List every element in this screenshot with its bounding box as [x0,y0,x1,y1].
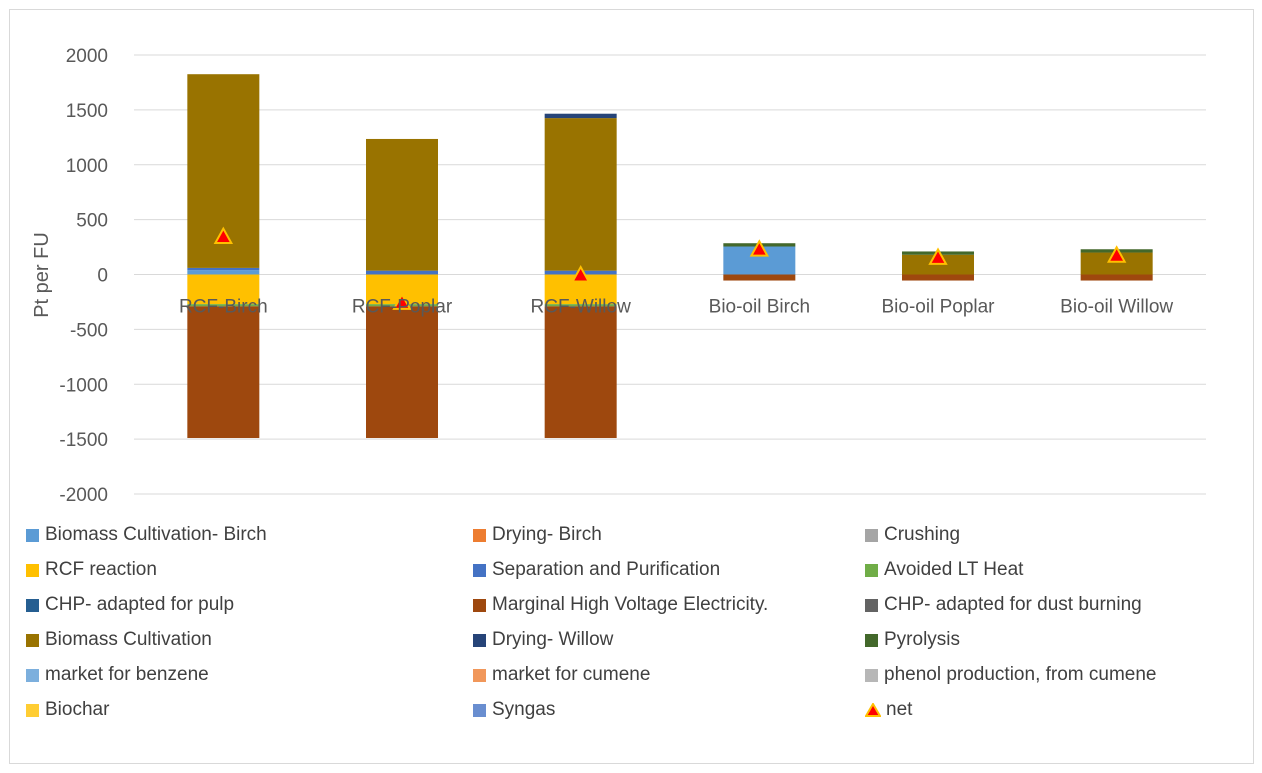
y-tick-label: 1000 [66,156,108,177]
legend-label: RCF reaction [45,559,157,580]
legend-item: Marginal High Voltage Electricity. [473,594,768,616]
legend-label: Biomass Cultivation- Birch [45,524,267,545]
legend-swatch [865,528,878,542]
net-marker [213,226,234,245]
legend-item: RCF reaction [26,559,157,581]
legend-label: Marginal High Voltage Electricity. [492,594,769,615]
y-axis-title: Pt per FU [31,232,53,318]
legend-item: Biochar [26,699,109,721]
legend-label: Biomass Cultivation [45,629,212,650]
y-tick-label: -2000 [59,485,108,506]
bar-segment [366,270,438,275]
legend-swatch [473,563,486,577]
legend-label: Pyrolysis [884,629,961,650]
x-tick-label: RCF-Willow [531,297,632,318]
y-tick-label: -1000 [59,375,108,396]
bar-segment [366,306,438,439]
legend-item: net [865,699,912,721]
bar-segment [544,113,617,119]
legend-net-marker-icon [865,703,881,717]
bar-segment [1080,274,1153,281]
legend-item: market for benzene [26,664,209,686]
bar-segment [187,267,260,271]
legend-item: Drying- Birch [473,524,602,546]
legend-item: Avoided LT Heat [865,559,1023,581]
legend-label: Drying- Birch [492,524,602,545]
legend-swatch [473,703,486,717]
legend-item: CHP- adapted for pulp [26,594,234,616]
y-tick-label: -500 [70,320,108,341]
legend-swatch [865,633,878,647]
bar-segment [544,306,617,439]
x-tick-label: RCF-Birch [179,297,268,318]
bar-segment [902,274,974,281]
bar-segment [544,118,617,271]
y-tick-label: 0 [97,266,108,287]
legend-swatch [473,528,486,542]
x-tick-label: Bio-oil Poplar [882,297,996,318]
legend-item: Syngas [473,699,555,721]
legend-label: Separation and Purification [492,559,721,580]
bars [187,74,1153,439]
legend-item: Separation and Purification [473,559,720,581]
bar-segment [366,138,438,271]
y-tick-label: 2000 [66,46,108,67]
legend-swatch [865,563,878,577]
bar-segment [187,270,260,275]
legend-item: Biomass Cultivation [26,629,212,651]
legend-item: Crushing [865,524,960,546]
bar-segment [187,304,260,307]
legend-swatch [26,633,39,647]
legend-swatch [865,598,878,612]
legend-swatch [473,598,486,612]
legend-swatch [865,668,878,682]
legend-label: phenol production, from cumene [884,664,1157,685]
legend-item: Biomass Cultivation- Birch [26,524,267,546]
legend-label: CHP- adapted for pulp [45,594,235,615]
legend-label: Avoided LT Heat [884,559,1024,580]
legend-label: net [886,699,913,720]
bar-segment [723,274,796,281]
legend-item: Drying- Willow [473,629,613,651]
legend-item: Pyrolysis [865,629,960,651]
legend-swatch [473,668,486,682]
x-tick-label: Bio-oil Birch [709,297,810,318]
net-marker [570,264,591,283]
stacked-bar-chart: 2000 1500 1000 500 0 -500 -1000 -1500 -2000 RCF-… [31,46,1206,506]
x-tick-labels: RCF-Birch RCF-Poplar RCF-Willow Bio-oil Bir… [179,297,1173,318]
net-marker [749,239,770,257]
legend-swatch [26,528,39,542]
bar-segment [187,274,260,305]
legend-label: CHP- adapted for dust burning [884,594,1142,615]
legend-label: Biochar [45,699,110,720]
bar-segment [1080,252,1153,275]
legend-item: CHP- adapted for dust burning [865,594,1142,616]
chart-frame: 2000 1500 1000 500 0 -500 -1000 -1500 -2000 RCF-… [9,9,1254,764]
net-marker [1106,245,1127,263]
legend-swatch [26,703,39,717]
bar-segment [544,304,617,307]
legend-label: Crushing [884,524,961,545]
legend-label: Drying- Willow [492,629,614,650]
net-marker [928,247,948,265]
net-marker [392,292,412,310]
y-tick-labels: 2000 1500 1000 500 0 -500 -1000 -1500 -2000 [59,46,108,506]
legend-swatch [26,668,39,682]
legend-swatch [26,598,39,612]
x-tick-label: Bio-oil Willow [1060,297,1173,318]
y-tick-label: 500 [76,211,108,232]
legend-item: market for cumene [473,664,650,686]
legend-label: market for benzene [45,664,209,685]
gridlines [134,54,1206,495]
legend-label: Syngas [492,699,556,720]
y-tick-label: 1500 [66,101,108,122]
legend-swatch [473,633,486,647]
bar-segment [187,306,260,439]
legend-swatch [26,563,39,577]
x-tick-label: RCF-Poplar [352,297,453,318]
net-markers [213,226,1127,310]
legend-item: phenol production, from cumene [865,664,1157,686]
legend-label: market for cumene [492,664,651,685]
y-tick-label: -1500 [59,430,108,451]
